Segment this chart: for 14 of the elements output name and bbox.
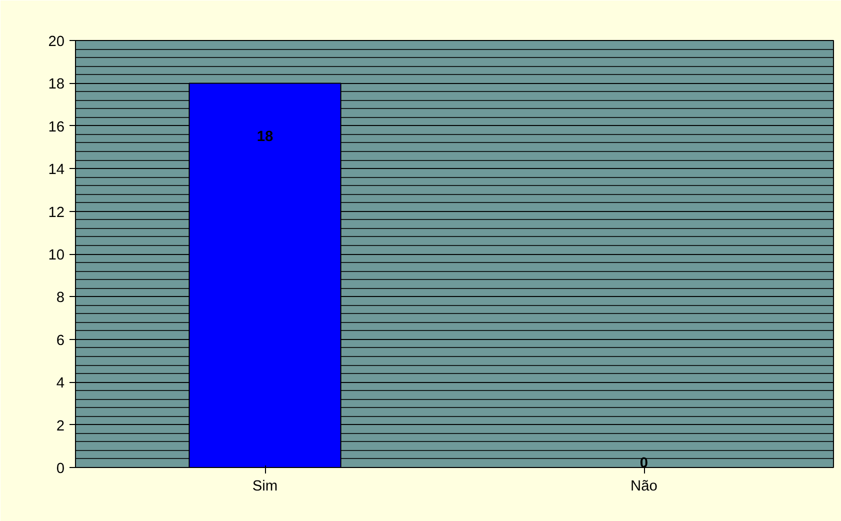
y-tick-label: 10: [48, 248, 65, 264]
x-tick-label: Sim: [252, 478, 278, 494]
y-tick-label: 4: [56, 376, 65, 392]
y-tick-label: 0: [56, 461, 65, 477]
x-tick-label: Não: [630, 478, 658, 494]
y-tick-label: 14: [48, 162, 65, 178]
y-tick-label: 12: [48, 204, 65, 221]
y-tick-label: 6: [56, 332, 65, 349]
data-label: 18: [256, 128, 274, 145]
y-tick-label: 8: [56, 290, 65, 306]
y-tick-label: 18: [48, 76, 65, 93]
y-tick-label: 2: [56, 418, 65, 434]
y-tick-label: 20: [48, 34, 65, 50]
y-tick-label: 16: [48, 119, 65, 136]
